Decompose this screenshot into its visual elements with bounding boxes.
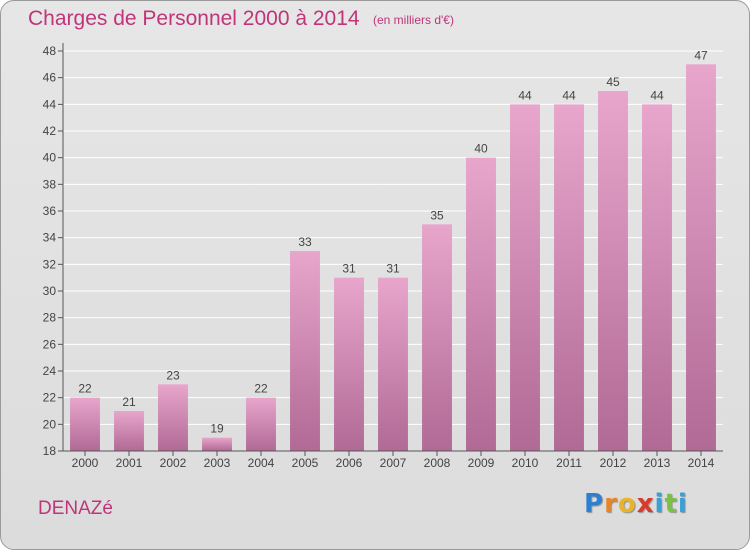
bar-2004	[246, 397, 276, 451]
x-tick-label-2004: 2004	[248, 456, 275, 470]
bar-2001	[114, 411, 144, 451]
x-tick-label-2002: 2002	[160, 456, 187, 470]
y-tick-label: 38	[43, 177, 57, 191]
y-tick-label: 42	[43, 124, 57, 138]
bar-2008	[422, 224, 452, 451]
y-tick-label: 28	[43, 311, 57, 325]
logo-letter: r	[604, 489, 618, 519]
logo-letter: P	[584, 489, 605, 519]
data-label-2003: 19	[210, 422, 224, 436]
y-tick-label: 22	[43, 391, 57, 405]
logo-letter: x	[636, 489, 655, 519]
x-tick-label-2000: 2000	[72, 456, 99, 470]
data-label-2014: 47	[694, 48, 708, 62]
bar-2005	[290, 251, 320, 451]
data-label-2010: 44	[518, 88, 532, 102]
bar-2013	[642, 104, 672, 451]
bar-2002	[158, 384, 188, 451]
data-label-2000: 22	[78, 382, 92, 396]
y-tick-label: 40	[43, 151, 57, 165]
data-label-2013: 44	[650, 88, 664, 102]
bar-2006	[334, 277, 364, 451]
y-tick-label: 46	[43, 71, 57, 85]
bar-2000	[70, 397, 100, 451]
x-tick-label-2012: 2012	[600, 456, 627, 470]
x-tick-label-2010: 2010	[512, 456, 539, 470]
y-tick-label: 18	[43, 444, 57, 458]
y-tick-label: 44	[43, 97, 57, 111]
bar-2003	[202, 437, 232, 451]
bar-2014	[686, 64, 716, 452]
x-tick-label-2003: 2003	[204, 456, 231, 470]
x-tick-label-2013: 2013	[644, 456, 671, 470]
y-tick-label: 36	[43, 204, 57, 218]
data-label-2011: 44	[562, 88, 576, 102]
x-tick-label-2014: 2014	[688, 456, 715, 470]
proxiti-logo[interactable]: Proxiti	[584, 489, 688, 519]
data-label-2004: 22	[254, 382, 268, 396]
x-tick-label-2011: 2011	[556, 456, 582, 470]
x-tick-label-2006: 2006	[336, 456, 363, 470]
bar-2009	[466, 157, 496, 451]
y-tick-label: 20	[43, 417, 57, 431]
y-tick-label: 48	[43, 44, 57, 58]
x-tick-label-2007: 2007	[380, 456, 407, 470]
bars	[70, 64, 716, 452]
logo-letter: i	[654, 489, 665, 519]
labels: 18 20 22 24 26 28 30 32 34 36 38 40 42 44 46 48 22 2000 21…	[43, 44, 715, 470]
data-label-2002: 23	[166, 368, 180, 382]
y-tick-label: 24	[43, 364, 57, 378]
chart-subtitle: (en milliers d'€)	[373, 13, 454, 27]
data-label-2008: 35	[430, 208, 444, 222]
commune-name: DENAZé	[38, 498, 113, 519]
logo-letter: o	[617, 489, 637, 519]
data-label-2005: 33	[298, 235, 312, 249]
bar-2012	[598, 91, 628, 451]
logo-letter: i	[677, 489, 688, 519]
axes	[58, 43, 723, 456]
x-tick-label-2009: 2009	[468, 456, 495, 470]
y-tick-label: 30	[43, 284, 57, 298]
data-label-2001: 21	[122, 395, 136, 409]
bar-2010	[510, 104, 540, 451]
data-label-2007: 31	[386, 262, 400, 276]
y-tick-label: 34	[43, 231, 57, 245]
chart-title: Charges de Personnel 2000 à 2014	[28, 7, 360, 30]
y-tick-label: 26	[43, 337, 57, 351]
data-label-2009: 40	[474, 142, 488, 156]
data-label-2012: 45	[606, 75, 620, 89]
bar-2007	[378, 277, 408, 451]
logo-letter: t	[664, 489, 678, 519]
bar-2011	[554, 104, 584, 451]
x-tick-label-2005: 2005	[292, 456, 319, 470]
x-tick-label-2001: 2001	[116, 456, 143, 470]
data-label-2006: 31	[342, 262, 356, 276]
y-tick-label: 32	[43, 257, 57, 271]
x-tick-label-2008: 2008	[424, 456, 451, 470]
